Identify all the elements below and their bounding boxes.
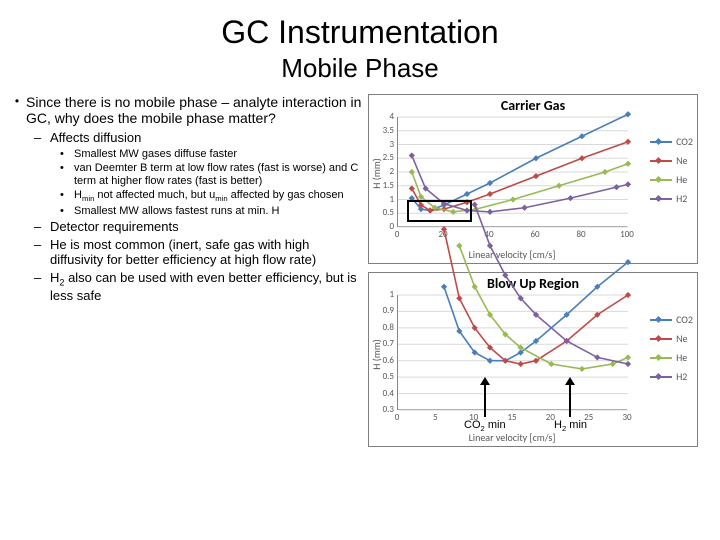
plot-area (397, 117, 627, 227)
bullet-l2: – Detector requirements (34, 219, 368, 235)
dash-marker: – (34, 270, 50, 304)
text-content: • Since there is no mobile phase – analy… (8, 94, 368, 455)
plot-area (397, 295, 627, 410)
bullet-text: Smallest MW allows fastest runs at min. … (74, 205, 285, 218)
bullet-l3: • Smallest MW gases diffuse faster (60, 148, 368, 161)
annotation-label: CO2 min (464, 419, 506, 433)
bullet-text: He is most common (inert, safe gas with … (50, 237, 368, 268)
legend-item: CO2 (650, 135, 693, 148)
legend-item: He (650, 173, 693, 186)
bullet-l1: • Since there is no mobile phase – analy… (8, 94, 368, 126)
bullet-text: Affects diffusion (50, 130, 147, 146)
x-axis-label: Linear velocity [cm/s] (397, 431, 627, 444)
blowup-region-chart: Blow Up Region H (mm) Linear velocity [c… (368, 272, 698, 447)
chart-legend: CO2 Ne He H2 (650, 135, 693, 211)
bullet-l3: • Smallest MW allows fastest runs at min… (60, 205, 368, 218)
chart-title: Blow Up Region (369, 275, 697, 292)
bullet-text: H2 also can be used with even better eff… (50, 270, 368, 304)
legend-item: CO2 (650, 313, 693, 326)
bullet-marker: • (60, 148, 74, 161)
arrow-icon (484, 383, 486, 417)
bullet-marker: • (60, 189, 74, 203)
slide-subtitle: Mobile Phase (0, 53, 720, 84)
dash-marker: – (34, 219, 50, 235)
dash-marker: – (34, 130, 50, 146)
bullet-text: Since there is no mobile phase – analyte… (26, 94, 368, 126)
chart-legend: CO2 Ne He H2 (650, 313, 693, 389)
bullet-marker: • (8, 94, 26, 126)
bullet-text: Detector requirements (50, 219, 185, 235)
bullet-text: Hmin not affected much, but umin affecte… (74, 189, 350, 203)
bullet-l3: • van Deemter B term at low flow rates (… (60, 162, 368, 188)
legend-item: Ne (650, 332, 693, 345)
chart-svg (398, 295, 627, 409)
legend-item: H2 (650, 192, 693, 205)
bullet-marker: • (60, 205, 74, 218)
bullet-text: Smallest MW gases diffuse faster (74, 148, 243, 161)
bullet-marker: • (60, 162, 74, 188)
carrier-gas-chart: Carrier Gas H (mm) Linear velocity [cm/s… (368, 94, 698, 264)
charts-column: Carrier Gas H (mm) Linear velocity [cm/s… (368, 94, 708, 455)
bullet-text: van Deemter B term at low flow rates (fa… (74, 162, 368, 188)
annotation-label: H2 min (554, 419, 587, 433)
arrow-icon (569, 383, 571, 417)
legend-item: Ne (650, 154, 693, 167)
legend-item: He (650, 351, 693, 364)
legend-item: H2 (650, 370, 693, 383)
slide-title: GC Instrumentation (0, 14, 720, 51)
bullet-l2: – He is most common (inert, safe gas wit… (34, 237, 368, 268)
bullet-l2: – H2 also can be used with even better e… (34, 270, 368, 304)
zoom-rectangle (407, 200, 471, 222)
bullet-l3: • Hmin not affected much, but umin affec… (60, 189, 368, 203)
x-axis-label: Linear velocity [cm/s] (397, 248, 627, 261)
chart-title: Carrier Gas (369, 97, 697, 114)
dash-marker: – (34, 237, 50, 268)
bullet-l2: – Affects diffusion (34, 130, 368, 146)
